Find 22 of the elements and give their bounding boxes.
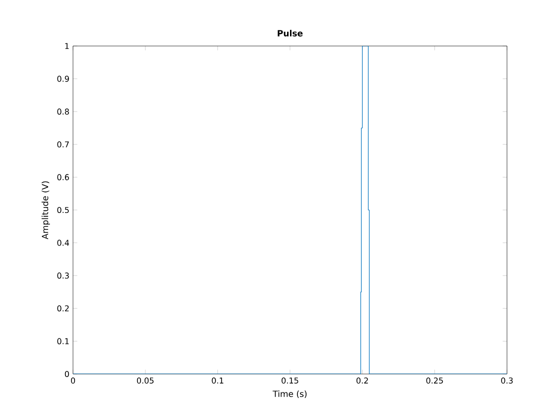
y-tick-label: 0.5 (57, 206, 69, 214)
y-tick-label: 0.7 (57, 141, 69, 148)
y-tick-label: 0.9 (57, 76, 69, 82)
line-series (73, 46, 507, 374)
x-tick-label: 0.2 (356, 378, 368, 384)
x-tick-label: 0.3 (501, 378, 513, 384)
y-tick-label: 1 (65, 43, 69, 49)
x-tick-label: 0.1 (212, 378, 224, 384)
x-tick-label: 0 (70, 378, 76, 384)
y-axis-title: Amplitude (V) (42, 181, 50, 240)
chart-title: Pulse (278, 30, 303, 36)
y-tick-label: 0 (64, 370, 69, 378)
x-tick-label: 0.25 (426, 378, 443, 384)
y-tick-label: 0.3 (57, 272, 69, 279)
y-tick-label: 0.1 (57, 338, 69, 344)
x-tick-label: 0.05 (136, 378, 154, 384)
y-tick-label: 0.4 (57, 240, 70, 246)
y-tick-label: 0.8 (57, 108, 69, 115)
x-tick-label: 0.15 (282, 378, 298, 384)
x-axis-title: Time (s) (272, 390, 307, 398)
y-tick-label: 0.6 (57, 174, 69, 180)
y-tick-label: 0.2 (57, 305, 69, 312)
